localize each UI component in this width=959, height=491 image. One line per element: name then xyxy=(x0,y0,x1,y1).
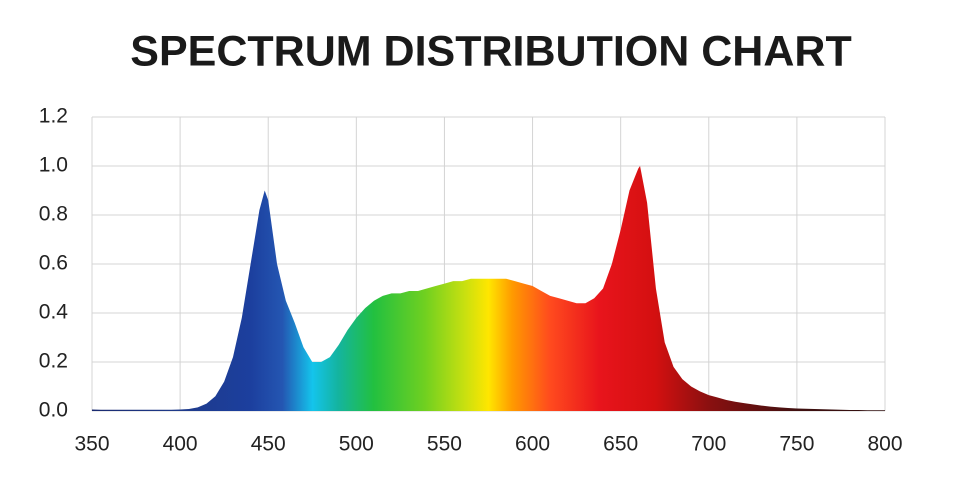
x-tick-label: 450 xyxy=(251,433,286,456)
x-tick-label: 750 xyxy=(779,433,814,456)
y-tick-label: 1.2 xyxy=(39,105,68,128)
y-tick-label: 0.6 xyxy=(39,252,68,275)
x-tick-label: 600 xyxy=(515,433,550,456)
x-tick-label: 800 xyxy=(867,433,902,456)
spectrum-area xyxy=(92,166,885,411)
x-tick-label: 500 xyxy=(339,433,374,456)
y-tick-label: 0.4 xyxy=(39,301,69,324)
x-tick-label: 650 xyxy=(603,433,638,456)
y-tick-label: 1.0 xyxy=(39,154,68,177)
chart-title: SPECTRUM DISTRIBUTION CHART xyxy=(130,27,851,75)
y-tick-label: 0.8 xyxy=(39,203,68,226)
x-tick-label: 400 xyxy=(163,433,198,456)
y-tick-label: 0.0 xyxy=(39,399,68,422)
x-tick-label: 550 xyxy=(427,433,462,456)
x-tick-label: 700 xyxy=(691,433,726,456)
x-tick-label: 350 xyxy=(74,433,109,456)
y-tick-label: 0.2 xyxy=(39,350,68,373)
